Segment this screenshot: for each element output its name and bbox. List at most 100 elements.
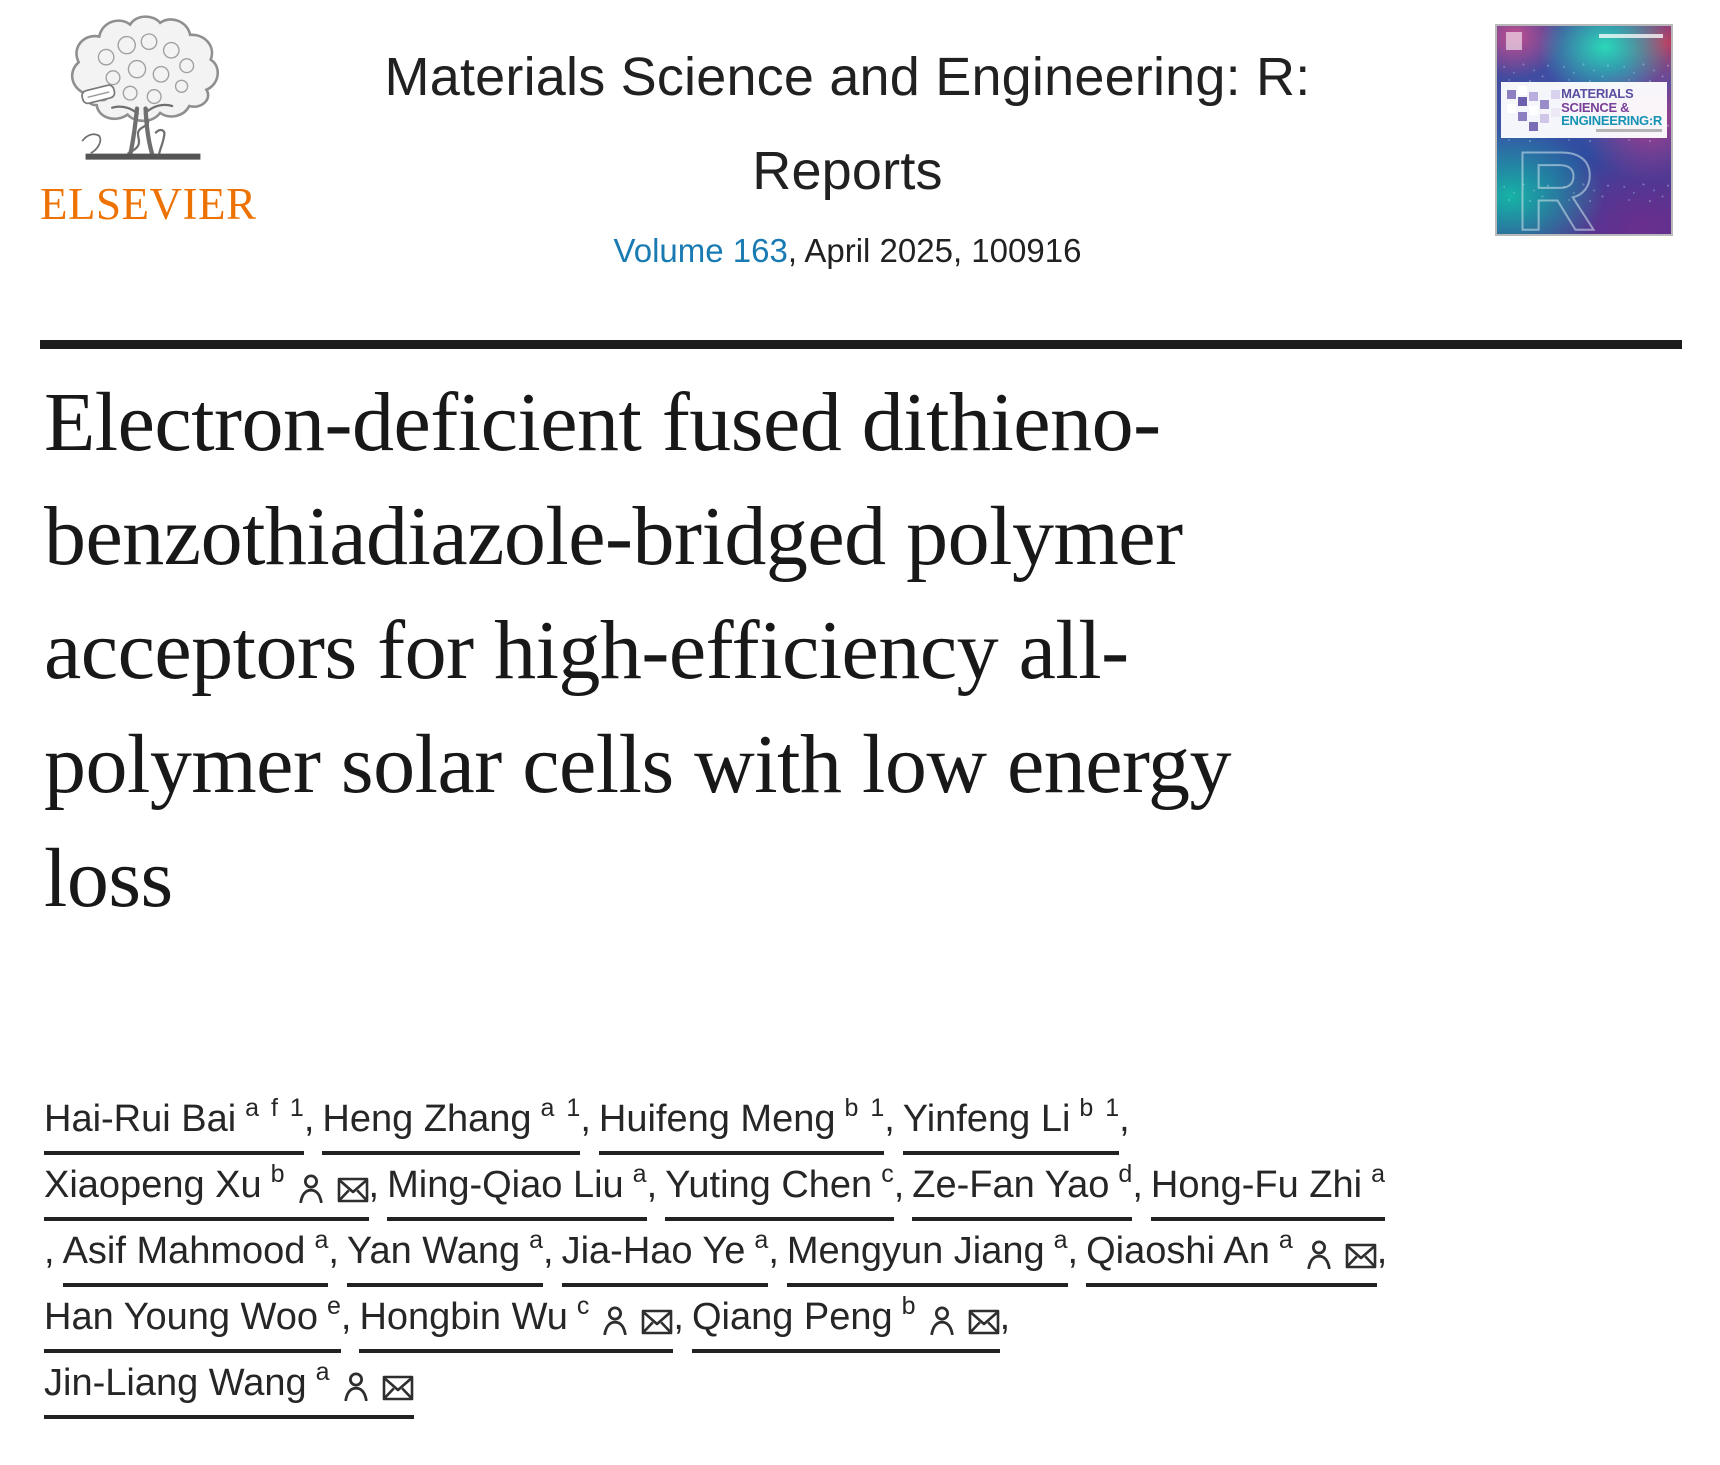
article-title-line: Electron-deficient fused dithieno- (44, 376, 1161, 469)
author-affiliation-superscript: b (270, 1160, 285, 1188)
journal-header: Materials Science and Engineering: R: Re… (255, 46, 1440, 270)
article-title-line: benzothiadiazole-bridged polymer (44, 490, 1183, 583)
person-icon (602, 1305, 628, 1335)
author-link[interactable]: Hongbin Wu c (359, 1292, 674, 1353)
author-line: , Asif Mahmood a, Yan Wang a, Jia-Hao Ye a,… (44, 1226, 1684, 1294)
author-separator: , (768, 1230, 779, 1272)
author-line: Xiaopeng Xu b, Ming-Qiao Liu a, Yuting Che… (44, 1160, 1684, 1228)
author-line: Han Young Woo e, Hongbin Wu c, Qiang Peng b… (44, 1292, 1684, 1360)
author-link[interactable]: Jin-Liang Wang a (44, 1358, 414, 1419)
volume-link[interactable]: Volume 163 (613, 232, 788, 269)
envelope-icon (1345, 1243, 1377, 1269)
person-icon (929, 1305, 955, 1335)
author-link[interactable]: Mengyun Jiang a (786, 1226, 1068, 1287)
author-name: Jia-Hao Ye (561, 1230, 746, 1272)
author-affiliation-superscript: a f 1 (245, 1094, 304, 1122)
author-link[interactable]: Yan Wang a (346, 1226, 544, 1287)
author-affiliation-superscript: e (326, 1292, 341, 1320)
author-separator: , (1376, 1230, 1388, 1272)
author-separator: , (1119, 1098, 1130, 1140)
person-icon (343, 1371, 369, 1401)
author-separator: , (646, 1164, 658, 1206)
author-separator: , (580, 1098, 591, 1140)
author-affiliation-superscript: c (881, 1160, 894, 1188)
author-affiliation-superscript: a (754, 1226, 769, 1254)
envelope-icon (641, 1309, 673, 1335)
article-title-line: acceptors for high-efficiency all- (44, 604, 1129, 697)
journal-title-line1: Materials Science and Engineering: R: (384, 47, 1311, 107)
elsevier-logo[interactable]: ELSEVIER (40, 10, 257, 229)
author-separator: , (543, 1230, 554, 1272)
author-affiliation-superscript: a (1053, 1226, 1068, 1254)
author-name: Ze-Fan Yao (912, 1164, 1110, 1206)
author-affiliation-superscript: a (1371, 1160, 1385, 1188)
author-affiliation-superscript: d (1118, 1160, 1133, 1188)
author-name: Huifeng Meng (598, 1098, 836, 1140)
author-link[interactable]: Qiaoshi An a (1086, 1226, 1377, 1287)
author-affiliation-superscript: c (576, 1292, 590, 1320)
author-separator: , (1132, 1164, 1143, 1206)
author-link[interactable]: Hong-Fu Zhi a (1150, 1160, 1385, 1221)
cover-masthead-text: MATERIALS SCIENCE & ENGINEERING:R (1561, 87, 1662, 128)
article-title-line: polymer solar cells with low energy (44, 718, 1232, 811)
cover-pixel-mosaic (1507, 86, 1560, 131)
cover-masthead-banner: MATERIALS SCIENCE & ENGINEERING:R (1501, 82, 1667, 138)
author-separator: , (673, 1296, 684, 1338)
author-name: Ming-Qiao Liu (387, 1164, 624, 1206)
envelope-icon (382, 1375, 414, 1401)
author-separator: , (368, 1164, 380, 1206)
author-name: Hong-Fu Zhi (1150, 1164, 1363, 1206)
author-name: Yan Wang (346, 1230, 521, 1272)
envelope-icon (337, 1177, 369, 1203)
author-list: Hai-Rui Bai a f 1, Heng Zhang a 1, Huifeng… (44, 1094, 1684, 1426)
article-title: Electron-deficient fused dithieno- benzo… (44, 366, 1644, 936)
elsevier-wordmark: ELSEVIER (40, 179, 257, 229)
author-link[interactable]: Yuting Chen c (665, 1160, 894, 1221)
person-icon (298, 1173, 324, 1203)
author-name: Hai-Rui Bai (44, 1098, 237, 1140)
cover-masthead-line2: SCIENCE & (1561, 99, 1630, 115)
author-affiliation-superscript: b (901, 1292, 916, 1320)
author-affiliation-superscript: b 1 (1079, 1094, 1120, 1122)
elsevier-tree-icon (70, 15, 219, 160)
envelope-icon (968, 1309, 1000, 1335)
cover-tagline (1596, 129, 1662, 132)
author-link[interactable]: Han Young Woo e (44, 1292, 341, 1353)
author-line: Hai-Rui Bai a f 1, Heng Zhang a 1, Huifeng… (44, 1094, 1684, 1162)
author-link[interactable]: Xiaopeng Xu b (44, 1160, 369, 1221)
article-title-line: loss (44, 832, 173, 925)
author-affiliation-superscript: a (529, 1226, 544, 1254)
author-name: Xiaopeng Xu (44, 1164, 262, 1206)
author-separator: , (44, 1230, 55, 1272)
cover-letter-r-watermark: R (1514, 128, 1597, 234)
author-name: Mengyun Jiang (786, 1230, 1045, 1272)
author-separator: , (884, 1098, 895, 1140)
author-name: Qiang Peng (691, 1296, 893, 1338)
author-name: Yinfeng Li (902, 1098, 1071, 1140)
author-affiliation-superscript: a (315, 1358, 330, 1386)
author-separator: , (1067, 1230, 1079, 1272)
author-separator: , (303, 1098, 315, 1140)
author-link[interactable]: Hai-Rui Bai a f 1 (44, 1094, 304, 1155)
volume-issue-line: Volume 163, April 2025, 100916 (255, 232, 1440, 270)
author-link[interactable]: Heng Zhang a 1 (322, 1094, 581, 1155)
author-name: Qiaoshi An (1086, 1230, 1270, 1272)
author-affiliation-superscript: a 1 (540, 1094, 581, 1122)
author-line: Jin-Liang Wang a (44, 1358, 1684, 1426)
author-link[interactable]: Jia-Hao Ye a (561, 1226, 769, 1287)
author-link[interactable]: Yinfeng Li b 1 (902, 1094, 1120, 1155)
cover-masthead-line3: ENGINEERING:R (1561, 113, 1662, 128)
author-link[interactable]: Asif Mahmood a (62, 1226, 329, 1287)
cover-publisher-mark (1506, 32, 1522, 50)
journal-cover-thumbnail[interactable]: MATERIALS SCIENCE & ENGINEERING:R R (1495, 24, 1673, 236)
author-link[interactable]: Ze-Fan Yao d (912, 1160, 1133, 1221)
author-name: Asif Mahmood (62, 1230, 306, 1272)
cover-masthead-line1: MATERIALS (1561, 86, 1634, 101)
author-separator: , (999, 1296, 1011, 1338)
journal-title-link[interactable]: Materials Science and Engineering: R: Re… (255, 46, 1440, 202)
author-link[interactable]: Qiang Peng b (691, 1292, 1000, 1353)
person-icon (1306, 1239, 1332, 1269)
author-link[interactable]: Huifeng Meng b 1 (598, 1094, 885, 1155)
author-link[interactable]: Ming-Qiao Liu a (387, 1160, 647, 1221)
